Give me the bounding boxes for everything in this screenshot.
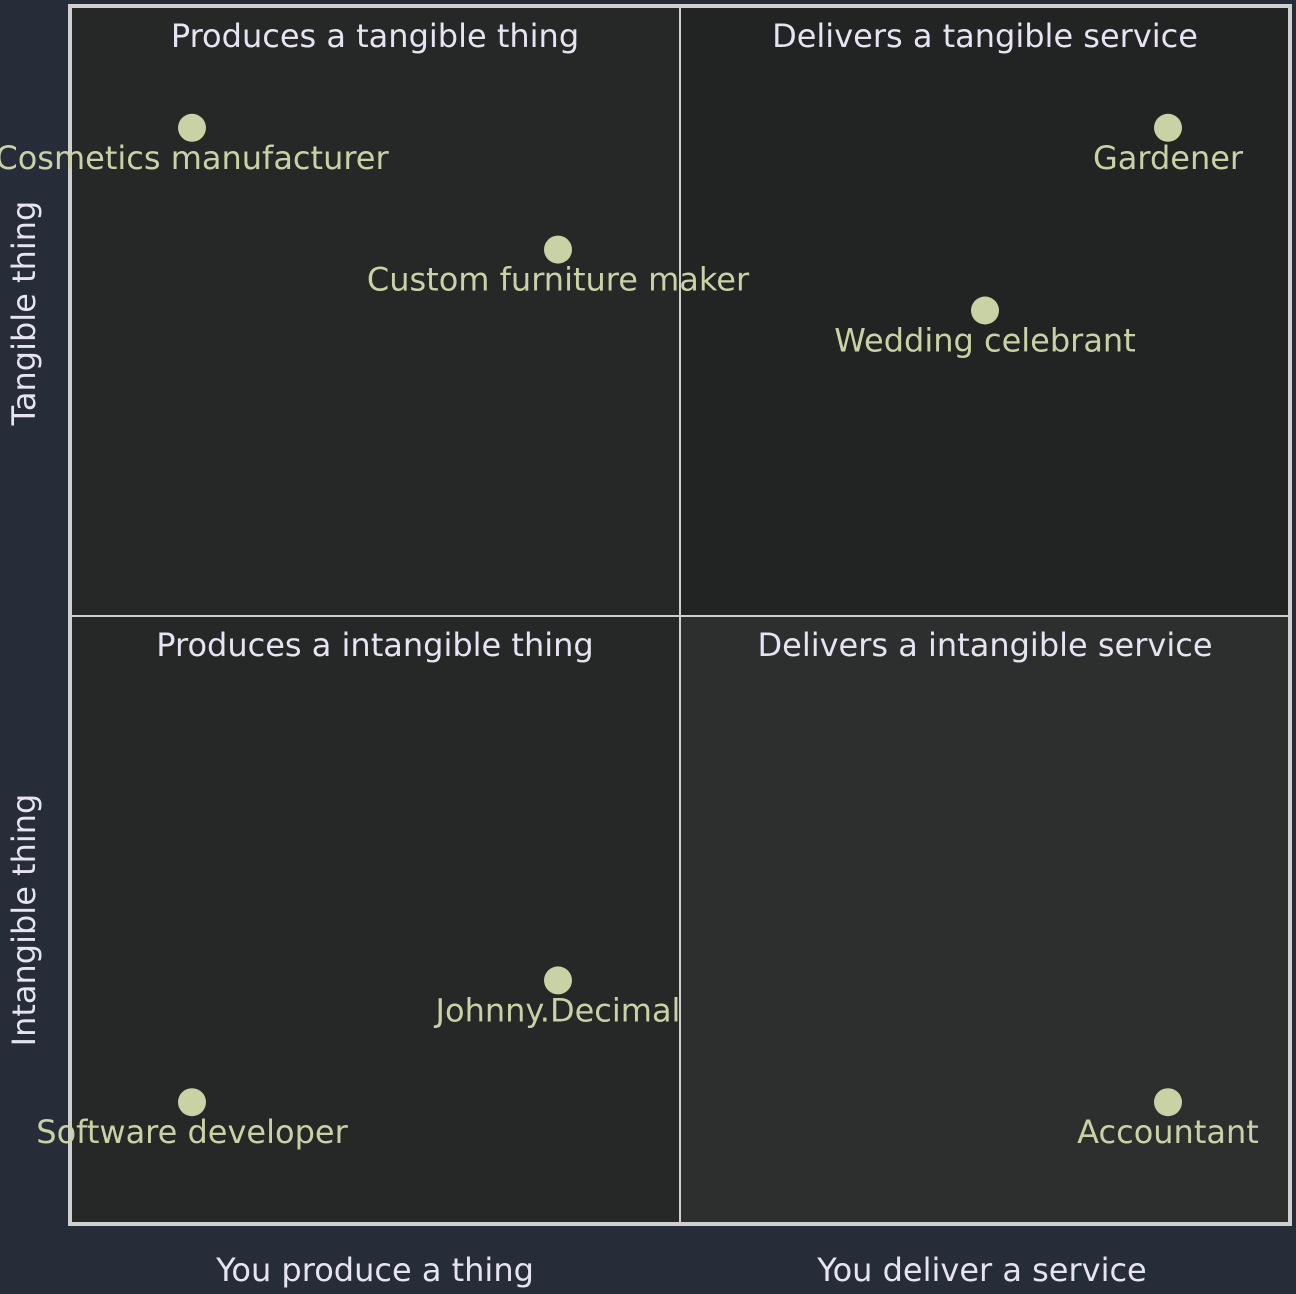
data-point-group-cosmetics-manufacturer: Cosmetics manufacturer [0,113,389,177]
data-point-group-custom-furniture-maker: Custom furniture maker [367,235,750,299]
data-point-group-gardener: Gardener [1093,113,1244,177]
data-point-custom-furniture-maker [544,235,572,264]
data-label-software-developer: Software developer [36,1113,348,1151]
data-label-johnny-decimal: Johnny.Decimal [434,991,681,1029]
quadrant-bottom-left [70,616,680,1224]
data-label-cosmetics-manufacturer: Cosmetics manufacturer [0,139,389,177]
quadrant-title-bottom-right: Delivers a intangible service [757,626,1212,664]
data-label-custom-furniture-maker: Custom furniture maker [367,261,750,299]
x-axis-label-high: You deliver a service [816,1251,1146,1289]
data-point-gardener [1154,113,1182,142]
data-point-group-software-developer: Software developer [36,1088,349,1151]
quadrant-bottom-right [680,616,1290,1224]
data-label-wedding-celebrant: Wedding celebrant [834,322,1136,360]
plot-border [68,4,1292,1226]
data-label-accountant: Accountant [1077,1113,1259,1151]
data-point-johnny-decimal [544,966,572,995]
quadrant-top-left [70,6,680,616]
y-axis-label-low: Intangible thing [5,794,43,1047]
data-point-group-accountant: Accountant [1077,1088,1259,1151]
x-axis-label-low: You produce a thing [215,1251,534,1289]
quadrant-title-top-left: Produces a tangible thing [171,17,579,55]
quadrant-title-top-right: Delivers a tangible service [772,17,1198,55]
data-point-wedding-celebrant [971,296,999,325]
quadrant-title-bottom-left: Produces a intangible thing [156,626,593,664]
y-axis-label-high: Tangible thing [5,201,43,427]
data-label-gardener: Gardener [1093,139,1244,177]
data-point-cosmetics-manufacturer [178,113,206,142]
data-point-accountant [1154,1088,1182,1117]
data-point-group-wedding-celebrant: Wedding celebrant [834,296,1136,360]
data-point-software-developer [178,1088,206,1117]
data-point-group-johnny-decimal: Johnny.Decimal [434,966,681,1029]
data-points: Cosmetics manufacturer Custom furniture m… [0,113,1259,1151]
